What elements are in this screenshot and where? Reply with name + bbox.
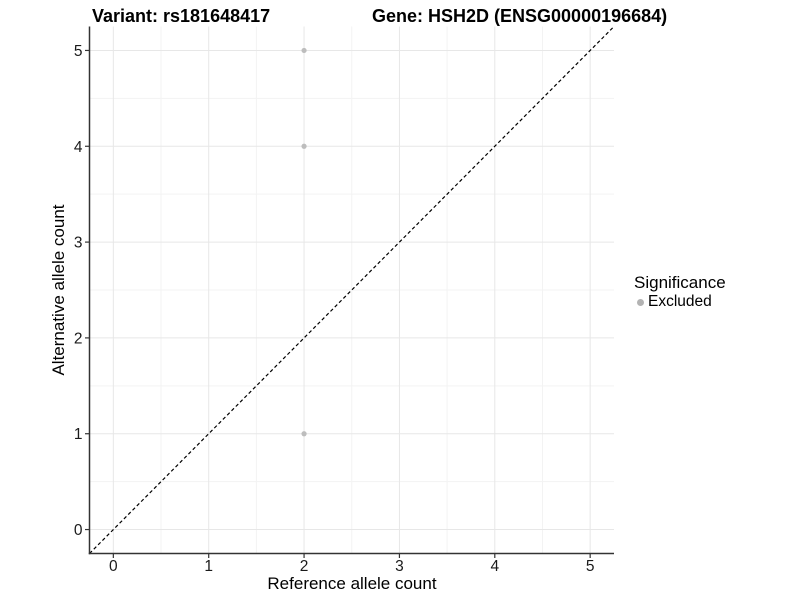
x-tick-label: 5 [586,558,595,575]
data-point [301,143,307,149]
data-point [301,47,307,54]
identity-dashed-line [89,26,615,554]
excluded-point-icon [637,298,644,306]
x-axis-title: Reference allele count [267,574,437,593]
y-tick-label: 1 [74,426,83,443]
x-tick-label: 2 [300,558,309,575]
x-tick-label: 4 [490,558,499,575]
y-tick-label: 0 [74,522,83,539]
legend-item-excluded: Excluded [634,293,726,311]
y-axis-title: Alternative allele count [49,204,68,376]
y-tick-label: 2 [74,330,83,347]
x-tick-label: 0 [109,558,118,575]
gene-title: Gene: HSH2D (ENSG00000196684) [372,6,668,26]
legend-item-label: Excluded [648,293,712,310]
variant-title: Variant: rs181648417 [92,6,271,26]
data-point [301,431,307,437]
legend-title: Significance [634,273,726,292]
legend: Significance Excluded [634,273,726,311]
y-tick-label: 4 [74,139,83,156]
x-tick-label: 3 [395,558,404,575]
x-tick-label: 1 [204,558,213,575]
y-tick-label: 5 [74,43,83,60]
y-tick-label: 3 [74,235,83,252]
